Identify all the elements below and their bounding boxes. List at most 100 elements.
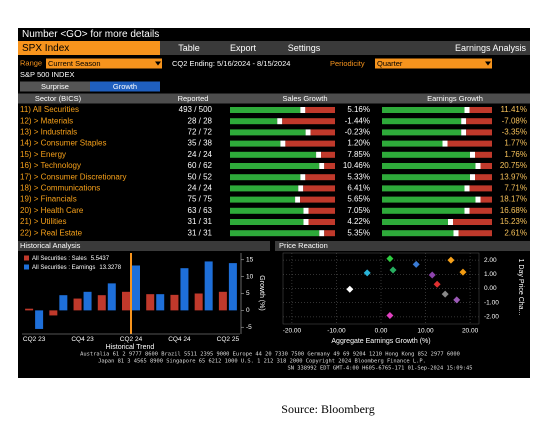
bar	[180, 268, 189, 311]
dropdown-arrow	[485, 61, 491, 66]
sales-growth: 5.33%	[347, 172, 370, 181]
bar	[156, 294, 165, 311]
bar-marker	[298, 185, 304, 192]
y-tick-label: -1.00	[484, 299, 499, 306]
miss-bar	[324, 163, 335, 169]
sector-label[interactable]: 15) > Energy	[20, 150, 66, 159]
miss-bar	[458, 230, 492, 237]
legend-value: 13.3278	[99, 265, 121, 271]
point[interactable]	[386, 311, 394, 319]
sales-growth: 10.46%	[343, 161, 370, 170]
sector-label[interactable]: 22) > Real Estate	[20, 228, 83, 237]
earnings-growth: -7.08%	[502, 116, 527, 125]
bar-marker	[461, 118, 467, 125]
bar-marker	[475, 163, 481, 169]
sector-label[interactable]: 13) > Industrials	[20, 128, 77, 137]
column-header: Sales Growth	[282, 94, 327, 103]
earnings-growth: 16.68%	[500, 206, 527, 215]
toggle-label[interactable]: Surprise	[41, 82, 69, 91]
beat-bar	[382, 196, 476, 203]
legend-entry: All Securities : Earnings 13.3278	[32, 265, 122, 271]
sales-growth: 1.20%	[347, 139, 370, 148]
range-label: Range	[20, 58, 42, 67]
bar-marker	[316, 151, 322, 158]
bar	[132, 265, 140, 311]
y-tick-label: 10	[246, 273, 254, 280]
point[interactable]	[386, 255, 394, 263]
sector-label[interactable]: 21) > Utilities	[20, 217, 66, 226]
point[interactable]	[433, 280, 441, 288]
bar	[73, 298, 82, 311]
view-title: Earnings Analysis	[455, 43, 527, 53]
point[interactable]	[441, 290, 449, 298]
x-tick-label: 20.00	[462, 328, 479, 335]
y-tick-label: 2.00	[484, 257, 497, 264]
beat-bar	[230, 185, 299, 192]
sector-label[interactable]: 14) > Consumer Staples	[20, 139, 107, 148]
point[interactable]	[363, 269, 371, 277]
y-axis-label: 1 Day Price Cha...	[517, 259, 524, 316]
earnings-growth: 7.71%	[504, 184, 527, 193]
security[interactable]: SPX Index	[22, 43, 69, 54]
miss-bar	[469, 107, 492, 113]
sector-label[interactable]: 20) > Health Care	[20, 206, 84, 215]
earnings-growth: 2.61%	[504, 228, 527, 237]
sales-growth: 4.22%	[347, 217, 370, 226]
beat-bar	[230, 174, 301, 181]
range-value[interactable]: Current Season	[48, 59, 101, 68]
y-tick-label: 15	[246, 256, 254, 263]
column-header: Sector (BICS)	[35, 94, 82, 103]
bar	[25, 308, 34, 311]
earnings-growth: 1.77%	[504, 139, 527, 148]
point[interactable]	[412, 260, 420, 268]
sector-label[interactable]: 12) > Materials	[20, 116, 73, 125]
periodicity-value[interactable]: Quarter	[377, 59, 403, 68]
point[interactable]	[428, 271, 436, 279]
bar	[97, 295, 106, 311]
toolbar-tab[interactable]: Settings	[288, 43, 321, 53]
x-tick-label: CQ2 25	[217, 336, 240, 343]
bar-marker	[470, 174, 475, 181]
beat-bar	[230, 207, 304, 214]
security-box[interactable]	[18, 41, 160, 55]
toolbar-bar	[160, 41, 530, 55]
point[interactable]	[459, 268, 467, 276]
bar	[59, 295, 68, 311]
footer-line: SN 338992 EDT GMT-4:00 H605-6765-171 01-…	[288, 366, 473, 372]
miss-bar	[321, 151, 335, 158]
miss-bar	[447, 140, 492, 147]
earnings-growth: 15.23%	[500, 217, 527, 226]
point[interactable]	[346, 285, 354, 293]
sector-label[interactable]: 16) > Technology	[20, 161, 81, 170]
bar-marker	[319, 230, 325, 237]
miss-bar	[285, 140, 335, 147]
bar-marker	[303, 207, 309, 214]
bar	[35, 310, 44, 329]
miss-bar	[310, 129, 335, 136]
periodicity-field[interactable]	[375, 58, 492, 69]
point[interactable]	[447, 256, 455, 264]
miss-bar	[480, 196, 492, 203]
x-axis-label: Historical Trend	[106, 344, 155, 351]
miss-bar	[475, 151, 492, 158]
range-field[interactable]	[46, 58, 162, 69]
beat-bar	[230, 118, 278, 125]
miss-bar	[308, 207, 335, 214]
bar	[170, 294, 179, 311]
point[interactable]	[389, 266, 397, 274]
bar-marker	[280, 140, 286, 147]
toggle-label[interactable]: Growth	[113, 82, 137, 91]
toolbar-tab[interactable]: Export	[230, 43, 257, 53]
miss-bar	[453, 219, 492, 225]
sector-label[interactable]: 17) > Consumer Discretionary	[20, 172, 126, 181]
toggle-button[interactable]	[20, 81, 90, 92]
sales-growth: 7.05%	[347, 206, 370, 215]
sector-label[interactable]: 11) All Securities	[20, 105, 79, 114]
bar-marker	[464, 185, 470, 192]
toolbar-tab[interactable]: Table	[178, 43, 200, 53]
sector-label[interactable]: 18) > Communications	[20, 184, 100, 193]
x-tick-label: 0.00	[375, 328, 388, 335]
point[interactable]	[453, 296, 461, 304]
toggle-button[interactable]	[90, 81, 160, 92]
sector-label[interactable]: 19) > Financials	[20, 195, 77, 204]
